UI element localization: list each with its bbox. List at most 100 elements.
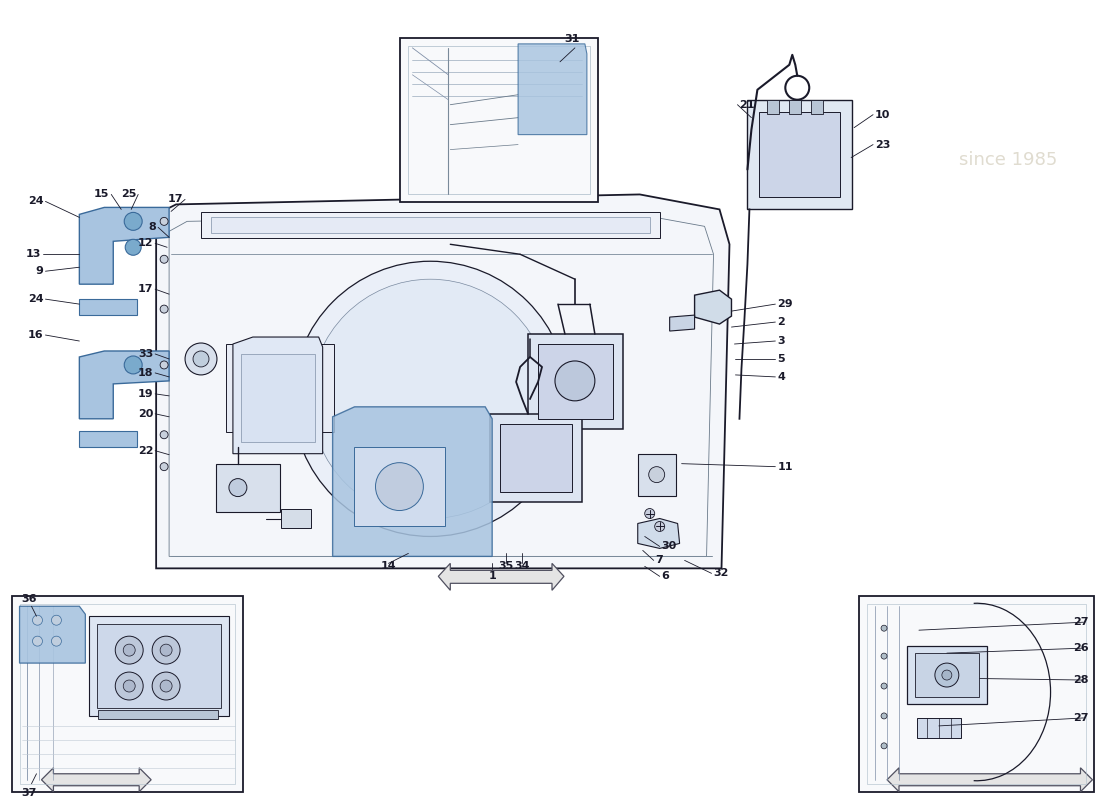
Text: 33: 33 <box>138 349 153 359</box>
Bar <box>201 212 660 238</box>
Circle shape <box>123 644 135 656</box>
Circle shape <box>649 466 664 482</box>
Text: 3: 3 <box>778 336 785 346</box>
Bar <box>79 299 138 315</box>
Bar <box>538 344 613 418</box>
Bar <box>12 596 243 792</box>
Circle shape <box>116 672 143 700</box>
Text: 36: 36 <box>22 594 37 604</box>
Text: 7: 7 <box>656 555 663 566</box>
Text: 29: 29 <box>778 299 793 309</box>
Text: 31: 31 <box>564 34 580 44</box>
Circle shape <box>229 478 246 497</box>
Circle shape <box>161 430 168 438</box>
Circle shape <box>375 462 424 510</box>
Polygon shape <box>670 315 694 331</box>
Circle shape <box>942 670 952 680</box>
Text: 12: 12 <box>138 238 153 248</box>
Text: 5: 5 <box>778 354 785 364</box>
Circle shape <box>161 361 168 369</box>
Text: 10: 10 <box>876 110 890 120</box>
Polygon shape <box>156 194 729 568</box>
Text: 9: 9 <box>35 266 44 276</box>
Text: 13: 13 <box>26 250 42 259</box>
Text: 17: 17 <box>138 284 153 294</box>
Bar <box>491 414 582 502</box>
Bar <box>89 616 229 716</box>
Text: 8: 8 <box>148 222 156 232</box>
Circle shape <box>192 351 209 367</box>
Bar <box>353 446 446 526</box>
Bar <box>500 424 572 491</box>
Text: 26: 26 <box>1072 643 1088 653</box>
Circle shape <box>881 743 887 749</box>
Bar <box>211 218 650 234</box>
Circle shape <box>310 279 550 518</box>
Text: 18: 18 <box>138 368 153 378</box>
Bar <box>867 604 1087 784</box>
Circle shape <box>244 364 292 412</box>
Text: 28: 28 <box>1072 675 1088 685</box>
Circle shape <box>52 636 62 646</box>
Circle shape <box>645 509 654 518</box>
Circle shape <box>161 644 172 656</box>
Circle shape <box>161 305 168 313</box>
Text: 2: 2 <box>778 317 785 327</box>
Bar <box>811 100 823 114</box>
Circle shape <box>654 522 664 531</box>
Text: 16: 16 <box>28 330 44 340</box>
Polygon shape <box>887 768 1092 792</box>
Polygon shape <box>79 351 169 418</box>
Bar <box>528 334 623 429</box>
Bar <box>97 624 221 708</box>
Text: 23: 23 <box>876 139 890 150</box>
Circle shape <box>116 636 143 664</box>
Bar <box>747 100 852 210</box>
Text: 37: 37 <box>22 788 37 798</box>
Text: 17: 17 <box>167 194 183 205</box>
Bar <box>226 344 333 432</box>
Bar <box>917 718 960 738</box>
Circle shape <box>556 361 595 401</box>
Bar <box>638 454 675 495</box>
Text: 32: 32 <box>714 568 729 578</box>
Text: passion: passion <box>341 378 520 420</box>
Text: 6: 6 <box>662 571 670 582</box>
Circle shape <box>52 615 62 625</box>
Bar <box>98 710 218 719</box>
Text: 30: 30 <box>662 542 676 551</box>
Circle shape <box>33 636 43 646</box>
Bar <box>759 112 840 198</box>
Circle shape <box>124 212 142 230</box>
Text: 34: 34 <box>515 562 530 571</box>
Text: 24: 24 <box>28 197 44 206</box>
Polygon shape <box>332 407 492 556</box>
Polygon shape <box>518 44 587 134</box>
Bar <box>859 596 1094 792</box>
Bar <box>915 653 979 697</box>
Text: 20: 20 <box>138 409 153 419</box>
Circle shape <box>293 262 568 537</box>
Polygon shape <box>79 207 169 284</box>
Text: 15: 15 <box>94 190 109 199</box>
Circle shape <box>881 625 887 631</box>
Circle shape <box>123 680 135 692</box>
Circle shape <box>125 239 141 255</box>
Circle shape <box>881 713 887 719</box>
Text: since 1985: since 1985 <box>959 150 1058 169</box>
Bar <box>216 464 279 511</box>
Bar <box>280 509 310 529</box>
Bar <box>79 430 138 446</box>
Polygon shape <box>694 290 732 324</box>
Polygon shape <box>233 337 322 454</box>
Text: 25: 25 <box>121 190 136 199</box>
Circle shape <box>33 615 43 625</box>
Bar <box>20 604 235 784</box>
Circle shape <box>152 672 180 700</box>
Polygon shape <box>20 606 86 663</box>
Bar <box>768 100 779 114</box>
Circle shape <box>161 255 168 263</box>
Circle shape <box>161 462 168 470</box>
Polygon shape <box>638 518 680 549</box>
Polygon shape <box>42 768 151 792</box>
